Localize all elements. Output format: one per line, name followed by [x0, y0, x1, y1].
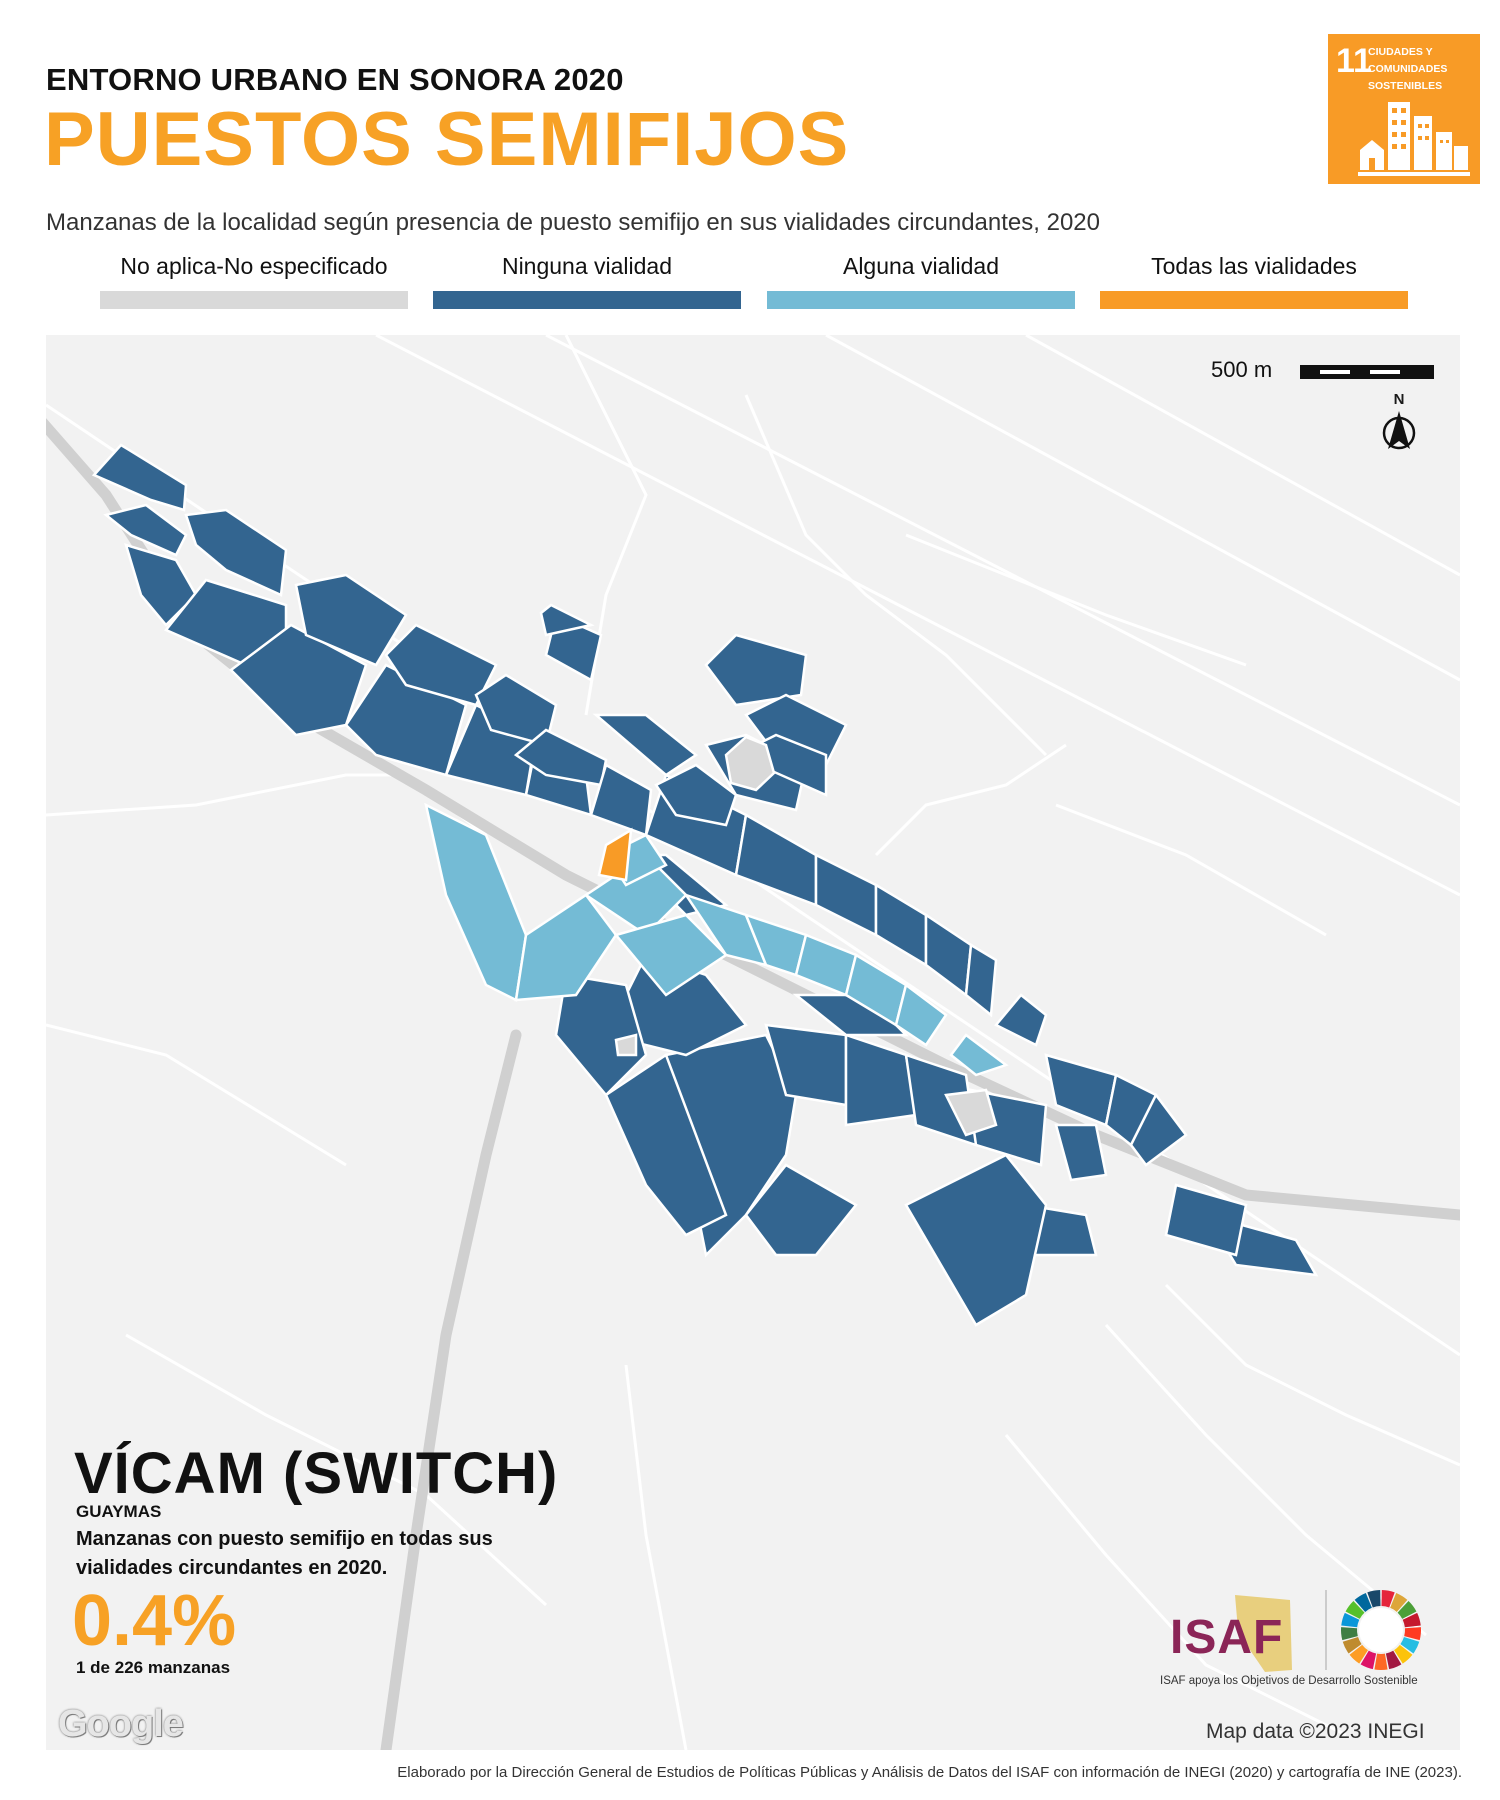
legend-item-alguna: Alguna vialidad — [767, 250, 1075, 309]
map-canvas — [46, 335, 1460, 1750]
legend-label: Alguna vialidad — [842, 253, 999, 279]
legend-item-todas: Todas las vialidades — [1100, 250, 1408, 309]
sdg-wheel-segment — [1402, 1612, 1421, 1628]
sdg-wheel-segment — [1394, 1644, 1413, 1664]
sdg-wheel-segment — [1404, 1627, 1421, 1641]
legend-swatch — [433, 291, 741, 309]
sdg-text: CIUDADES Y COMUNIDADES SOSTENIBLES — [1368, 46, 1448, 92]
isaf-wordmark: ISAF — [1170, 1611, 1284, 1664]
north-label: N — [1393, 391, 1405, 408]
blocks-ninguna — [91, 443, 1319, 1327]
blocks-todas — [597, 827, 633, 882]
locality-name: VÍCAM (SWITCH) — [74, 1441, 559, 1506]
map-attribution: Map data ©2023 INEGI — [1206, 1720, 1425, 1743]
legend-label: Todas las vialidades — [1151, 253, 1357, 279]
isaf-caption: ISAF apoya los Objetivos de Desarrollo S… — [1160, 1675, 1418, 1687]
footer-credits: Elaborado por la Dirección General de Es… — [397, 1764, 1462, 1781]
legend-swatch — [100, 291, 408, 309]
page-supertitle: ENTORNO URBANO EN SONORA 2020 — [46, 62, 624, 97]
sdg-wheel-segment — [1354, 1592, 1372, 1612]
page-title: PUESTOS SEMIFIJOS — [44, 97, 850, 182]
legend-item-no-aplica: No aplica-No especificado — [100, 250, 408, 309]
legend-swatch — [1100, 291, 1408, 309]
legend-item-ninguna: Ninguna vialidad — [433, 250, 741, 309]
page-subtitle: Manzanas de la localidad según presencia… — [46, 209, 1100, 236]
kpi-description: Manzanas con puesto semifijo en todas su… — [76, 1528, 493, 1579]
scale-bar — [1300, 365, 1434, 379]
sdg-wheel-segment — [1341, 1612, 1360, 1628]
map-panel[interactable]: 500 m N VÍCAM (SWITCH) GUAYMAS Manzanas … — [46, 335, 1460, 1750]
sdg-wheel-segment — [1397, 1600, 1417, 1619]
sdg-wheel-segment — [1360, 1650, 1377, 1670]
sdg-wheel-segment — [1385, 1650, 1402, 1670]
kpi-value: 0.4% — [72, 1581, 237, 1661]
sdg-wheel-segment — [1342, 1637, 1362, 1654]
legend-label: Ninguna vialidad — [501, 253, 673, 279]
sdg-wheel-segment — [1390, 1592, 1408, 1612]
city-buildings-icon — [1358, 102, 1470, 176]
sdg-wheel-segment — [1345, 1600, 1365, 1619]
legend-label: No aplica-No especificado — [120, 253, 388, 279]
logo-divider — [1325, 1590, 1327, 1670]
north-arrow-icon: N — [1378, 391, 1420, 455]
sdg-wheel-segment — [1349, 1644, 1368, 1664]
isaf-logo: ISAF — [1170, 1590, 1310, 1680]
municipality-name: GUAYMAS — [76, 1502, 162, 1521]
sdg-wheel-icon — [1341, 1590, 1421, 1670]
legend-swatch — [767, 291, 1075, 309]
google-logo: Google — [58, 1703, 184, 1745]
scale-label: 500 m — [1211, 357, 1273, 382]
sdg-11-badge: 11 CIUDADES Y COMUNIDADES SOSTENIBLES — [1328, 34, 1480, 184]
sdg-wheel-segment — [1400, 1637, 1420, 1654]
sdg-number: 11 — [1336, 42, 1372, 80]
sdg-wheel-segment — [1374, 1653, 1388, 1670]
blocks-no-aplica — [614, 735, 998, 1137]
sdg-wheel-segment — [1367, 1590, 1381, 1608]
sdg-wheel-segment — [1381, 1590, 1395, 1608]
sdg-wheel-segment — [1341, 1627, 1358, 1641]
kpi-subtext: 1 de 226 manzanas — [76, 1658, 231, 1677]
